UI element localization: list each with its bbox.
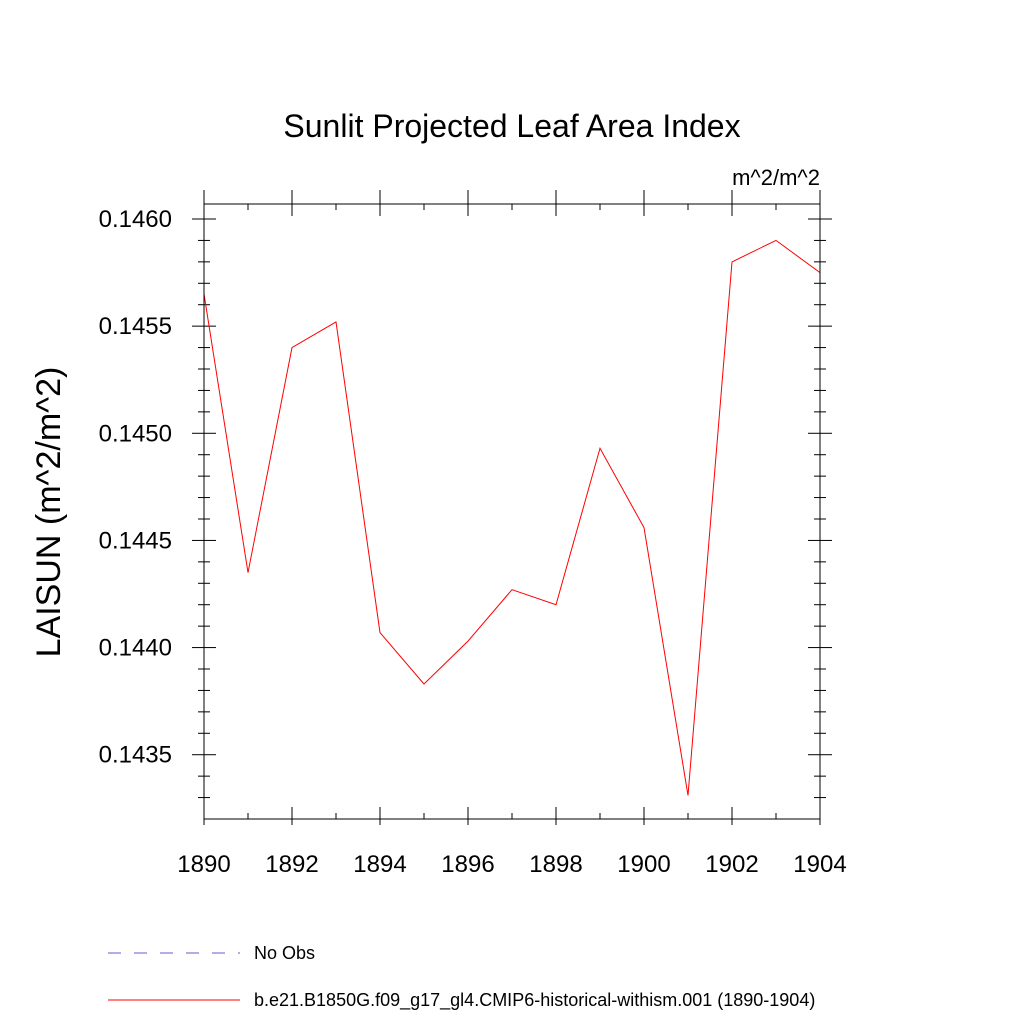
x-tick-label: 1892 [265,851,318,878]
axis-ticks [192,190,832,825]
series-group [203,239,821,796]
y-tick-label: 0.1445 [99,527,172,554]
legend: No Obs b.e21.B1850G.f09_g17_gl4.CMIP6-his… [108,943,815,1011]
plot-frame [203,203,821,820]
y-tick-label: 0.1460 [99,206,172,233]
units-label: m^2/m^2 [732,165,820,190]
legend-label: No Obs [254,943,315,963]
x-tick-label: 1900 [617,851,670,878]
y-tick-labels: 0.1435 0.1440 0.1445 0.1450 0.1455 0.1460 [99,206,172,769]
y-tick-label: 0.1435 [99,742,172,769]
legend-label: b.e21.B1850G.f09_g17_gl4.CMIP6-historica… [254,990,815,1011]
x-tick-label: 1904 [793,851,846,878]
x-tick-label: 1898 [529,851,582,878]
x-tick-labels: 1890 1892 1894 1896 1898 1900 1902 1904 [177,851,846,878]
y-axis-label: LAISUN (m^2/m^2) [30,367,68,658]
x-tick-label: 1902 [705,851,758,878]
x-tick-label: 1896 [441,851,494,878]
x-tick-label: 1894 [353,851,406,878]
y-tick-label: 0.1440 [99,635,172,662]
x-tick-label: 1890 [177,851,230,878]
series-line [203,239,821,796]
chart-title: Sunlit Projected Leaf Area Index [283,108,740,144]
y-tick-label: 0.1450 [99,420,172,447]
y-tick-label: 0.1455 [99,313,172,340]
